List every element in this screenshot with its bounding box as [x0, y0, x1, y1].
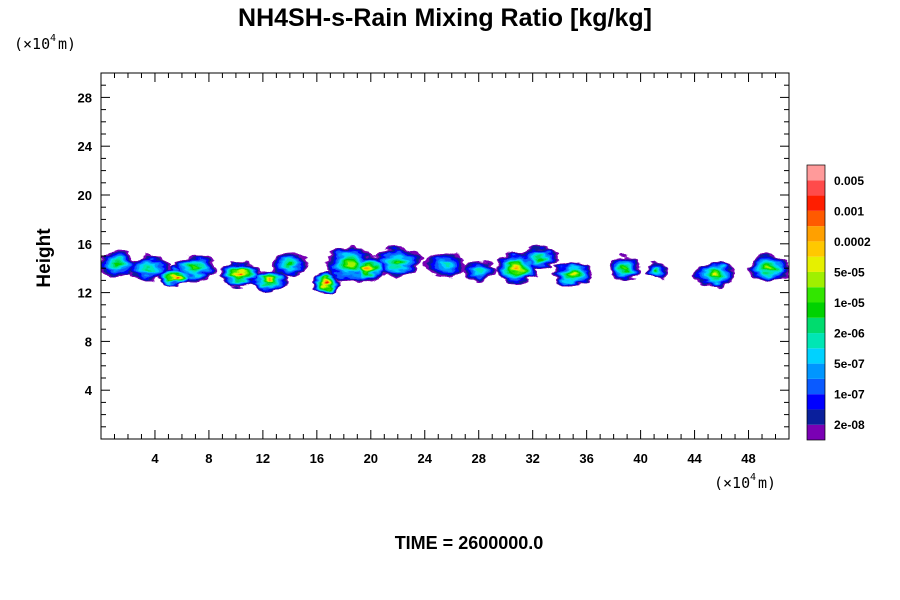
cloud-contour: [394, 260, 401, 264]
mixing-ratio-field: [101, 246, 789, 296]
x-unit-prefix: (×10: [714, 474, 750, 492]
colorbar-label: 5e-07: [834, 357, 865, 371]
colorbar-label: 0.001: [834, 204, 864, 218]
cloud-contour: [571, 272, 576, 276]
colorbar-swatch: [807, 317, 825, 334]
colorbar-swatch: [807, 256, 825, 272]
x-tick-label: 44: [687, 451, 702, 466]
y-tick-label: 28: [78, 90, 92, 105]
cloud-contour: [268, 278, 272, 282]
colorbar-swatch: [807, 226, 825, 242]
y-axis-unit-label: (×10 4 m): [14, 33, 76, 53]
x-axis-unit-label: (×10 4 m): [714, 472, 776, 492]
cloud-contour: [441, 262, 449, 267]
cloud-contour: [114, 262, 120, 267]
cloud-contour: [145, 266, 152, 270]
y-unit-suffix: m): [58, 35, 76, 53]
colorbar-swatch: [807, 165, 825, 181]
colorbar-label: 5e-05: [834, 265, 865, 279]
colorbar-label: 2e-08: [834, 418, 865, 432]
y-tick-label: 24: [78, 139, 93, 154]
colorbar-swatch: [807, 241, 825, 257]
chart-title: NH4SH-s-Rain Mixing Ratio [kg/kg]: [238, 4, 652, 32]
colorbar-swatch: [807, 348, 825, 364]
colorbar-swatch: [807, 271, 825, 288]
cloud-contour: [712, 272, 717, 276]
colorbar-swatch: [807, 378, 825, 395]
cloud-contour: [655, 269, 659, 273]
cloud-contour: [622, 266, 627, 270]
y-axis: 4 8 12 16 20 24 28: [78, 84, 789, 428]
x-unit-exponent: 4: [750, 472, 756, 483]
colorbar-swatch: [807, 333, 825, 349]
colorbar-label: 0.005: [834, 174, 864, 188]
cloud-band: [101, 246, 789, 296]
y-axis-label: Height: [34, 228, 55, 288]
y-tick-label: 8: [85, 334, 92, 349]
colorbar-swatch: [807, 210, 825, 227]
x-tick-label: 36: [579, 451, 593, 466]
x-tick-label: 40: [633, 451, 647, 466]
colorbar-swatch: [807, 287, 825, 303]
y-tick-label: 20: [78, 188, 92, 203]
x-tick-label: 48: [741, 451, 755, 466]
y-tick-label: 4: [85, 383, 93, 398]
cloud-contour: [238, 272, 242, 276]
colorbar-label: 1e-07: [834, 388, 865, 402]
cloud-contour: [766, 266, 772, 270]
colorbar-swatch: [807, 180, 825, 196]
x-tick-label: 12: [256, 451, 270, 466]
cloud-contour: [287, 262, 293, 267]
y-tick-label: 16: [78, 237, 92, 252]
plot-area: [100, 72, 790, 440]
colorbar-swatch: [807, 302, 825, 318]
colorbar-swatch: [807, 409, 825, 425]
x-tick-label: 20: [364, 451, 378, 466]
cloud-contour: [475, 269, 482, 273]
y-unit-exponent: 4: [50, 33, 56, 44]
x-tick-label: 32: [525, 451, 539, 466]
cloud-contour: [193, 266, 198, 270]
x-tick-label: 24: [418, 451, 433, 466]
cloud-contour: [347, 262, 354, 267]
colorbar: 2e-08 1e-07 5e-07 2e-06 1e-05 5e-05 0.0002 0.00…: [806, 164, 871, 441]
cloud-contour: [536, 256, 542, 260]
colorbar-label: 2e-06: [834, 327, 865, 341]
x-tick-label: 16: [310, 451, 324, 466]
y-unit-prefix: (×10: [14, 35, 50, 53]
colorbar-label: 0.0002: [834, 235, 871, 249]
x-tick-label: 28: [471, 451, 485, 466]
time-label: TIME = 2600000.0: [395, 533, 544, 553]
x-tick-label: 4: [151, 451, 159, 466]
colorbar-label: 1e-05: [834, 296, 865, 310]
cloud-contour: [514, 266, 519, 270]
x-unit-suffix: m): [758, 474, 776, 492]
cloud-contour: [324, 281, 328, 285]
y-tick-label: 12: [78, 286, 92, 301]
colorbar-swatch: [807, 394, 825, 410]
cloud-contour: [173, 275, 177, 279]
colorbar-swatch: [807, 195, 825, 211]
colorbar-swatch: [807, 424, 825, 440]
colorbar-swatch: [807, 363, 825, 379]
x-tick-label: 8: [205, 451, 212, 466]
colorbar-frame: [806, 164, 826, 441]
cloud-contour: [366, 266, 370, 270]
x-axis: 4 8 12 16 20 24 28 32 36 40 44 48: [113, 73, 777, 466]
